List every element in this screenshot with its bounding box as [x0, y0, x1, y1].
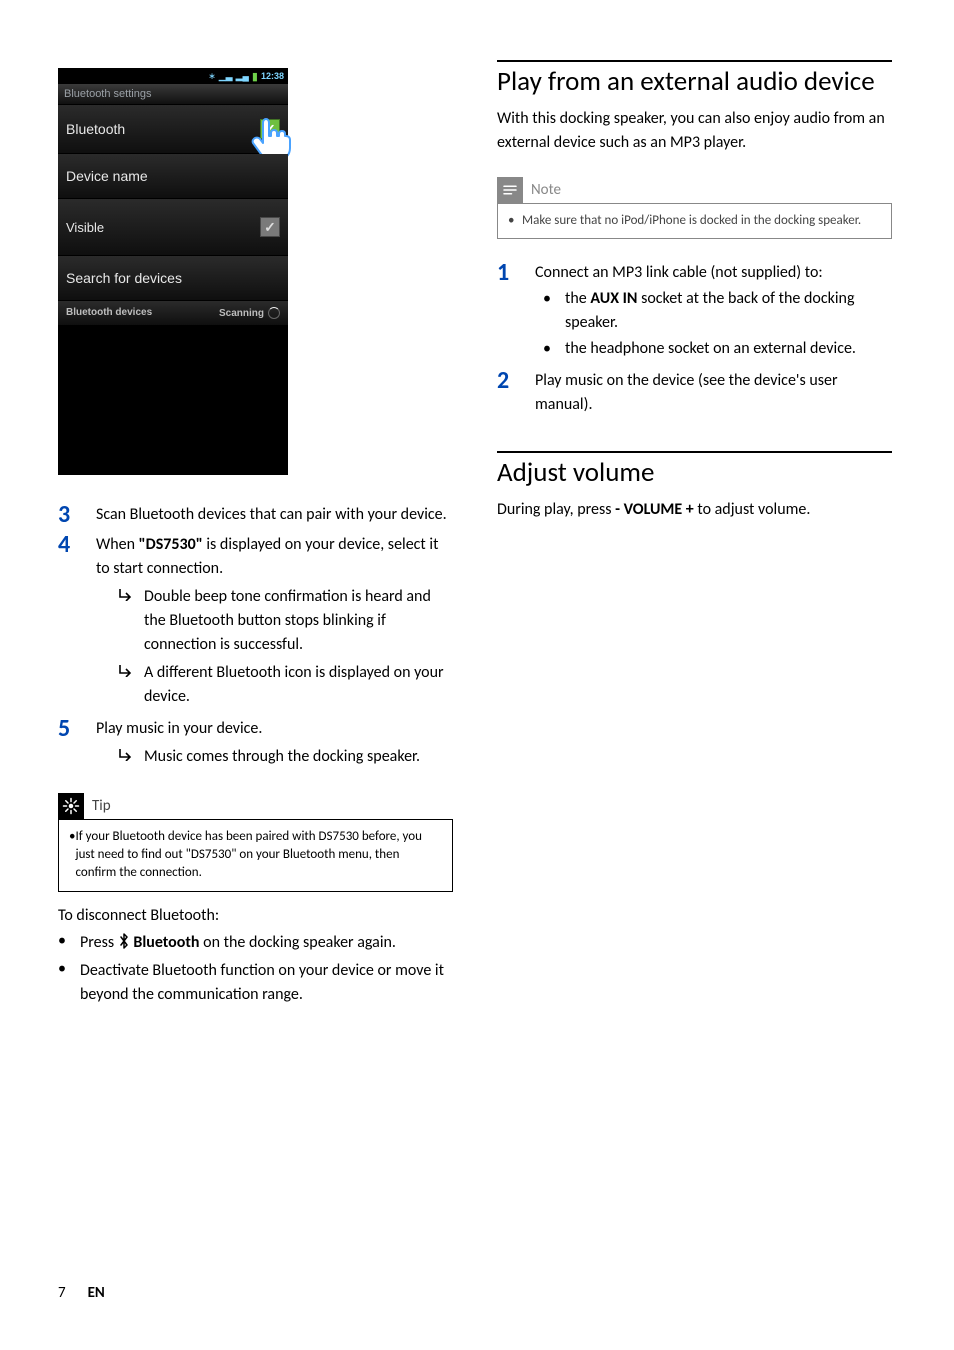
battery-icon: ▮ [252, 70, 258, 83]
phone-row-search[interactable]: Search for devices [58, 256, 288, 301]
section-paragraph: During play, press - VOLUME + to adjust … [497, 498, 892, 522]
step-text: When "DS7530" is displayed on your devic… [96, 533, 453, 711]
checkbox-off-icon[interactable]: ✓ [260, 217, 280, 237]
list-item: • Deactivate Bluetooth function on your … [58, 959, 453, 1007]
step-number: 1 [497, 261, 535, 363]
phone-row-device-name[interactable]: Device name [58, 154, 288, 199]
step-3: 3 Scan Bluetooth devices that can pair w… [58, 503, 453, 527]
sub-label: Bluetooth devices [66, 307, 152, 319]
language-code: EN [88, 1284, 105, 1302]
page-footer: 7 EN [58, 1284, 105, 1302]
step-number: 4 [58, 533, 96, 711]
page-number: 7 [58, 1284, 66, 1302]
phone-statusbar: ∗ ▁▃ ▂▄ ▮ 12:38 [58, 68, 288, 84]
arrow-icon [118, 661, 144, 709]
result-item: Music comes through the docking speaker. [118, 745, 453, 769]
note-callout: Note •Make sure that no iPod/iPhone is d… [497, 177, 892, 239]
note-icon [497, 177, 523, 203]
signal-icon: ▂▄ [236, 71, 249, 82]
arrow-icon [118, 585, 144, 657]
sub-status: Scanning [219, 308, 264, 319]
list-item: • the AUX IN socket at the back of the d… [543, 287, 892, 335]
note-body: •Make sure that no iPod/iPhone is docked… [497, 203, 892, 239]
step-text: Connect an MP3 link cable (not supplied)… [535, 261, 892, 363]
step-text: Play music in your device. Music comes t… [96, 717, 453, 771]
disconnect-heading: To disconnect Bluetooth: [58, 906, 453, 925]
bluetooth-status-icon: ∗ [208, 71, 216, 82]
phone-row-bluetooth[interactable]: Bluetooth ✓ [58, 105, 288, 154]
phone-blank-area [58, 325, 288, 475]
list-item: • the headphone socket on an external de… [543, 337, 892, 361]
phone-mockup: ∗ ▁▃ ▂▄ ▮ 12:38 Bluetooth settings Bluet… [58, 68, 288, 475]
step-1: 1 Connect an MP3 link cable (not supplie… [497, 261, 892, 363]
row-label: Search for devices [66, 270, 182, 286]
phone-header: Bluetooth settings [58, 84, 288, 105]
step-text: Play music on the device (see the device… [535, 369, 892, 417]
arrow-icon [118, 745, 144, 769]
step-text: Scan Bluetooth devices that can pair wit… [96, 503, 453, 527]
checkbox-on-icon[interactable]: ✓ [260, 119, 280, 139]
step-4: 4 When "DS7530" is displayed on your dev… [58, 533, 453, 711]
step-number: 5 [58, 717, 96, 771]
wifi-icon: ▁▃ [219, 71, 233, 82]
note-label: Note [531, 181, 561, 199]
phone-sub-row: Bluetooth devices Scanning [58, 301, 288, 325]
tip-body: •If your Bluetooth device has been paire… [58, 819, 453, 892]
list-item: • Press Bluetooth on the docking speaker… [58, 931, 453, 957]
row-label: Bluetooth [66, 121, 125, 137]
result-item: Double beep tone confirmation is heard a… [118, 585, 453, 657]
tip-icon [58, 793, 84, 819]
step-number: 2 [497, 369, 535, 417]
row-label: Device name [66, 168, 148, 184]
tip-callout: Tip •If your Bluetooth device has been p… [58, 793, 453, 892]
row-label: Visible [66, 220, 104, 235]
tip-label: Tip [92, 797, 111, 815]
left-column: ∗ ▁▃ ▂▄ ▮ 12:38 Bluetooth settings Bluet… [58, 60, 453, 1009]
section-paragraph: With this docking speaker, you can also … [497, 107, 892, 155]
step-2: 2 Play music on the device (see the devi… [497, 369, 892, 417]
spinner-icon [268, 307, 280, 319]
step-5: 5 Play music in your device. Music comes… [58, 717, 453, 771]
step-number: 3 [58, 503, 96, 527]
result-item: A different Bluetooth icon is displayed … [118, 661, 453, 709]
section-heading: Play from an external audio device [497, 60, 892, 97]
status-time: 12:38 [261, 71, 284, 81]
section-heading: Adjust volume [497, 451, 892, 488]
bluetooth-icon [118, 933, 130, 957]
phone-row-visible[interactable]: Visible ✓ [58, 199, 288, 256]
right-column: Play from an external audio device With … [497, 60, 892, 1009]
